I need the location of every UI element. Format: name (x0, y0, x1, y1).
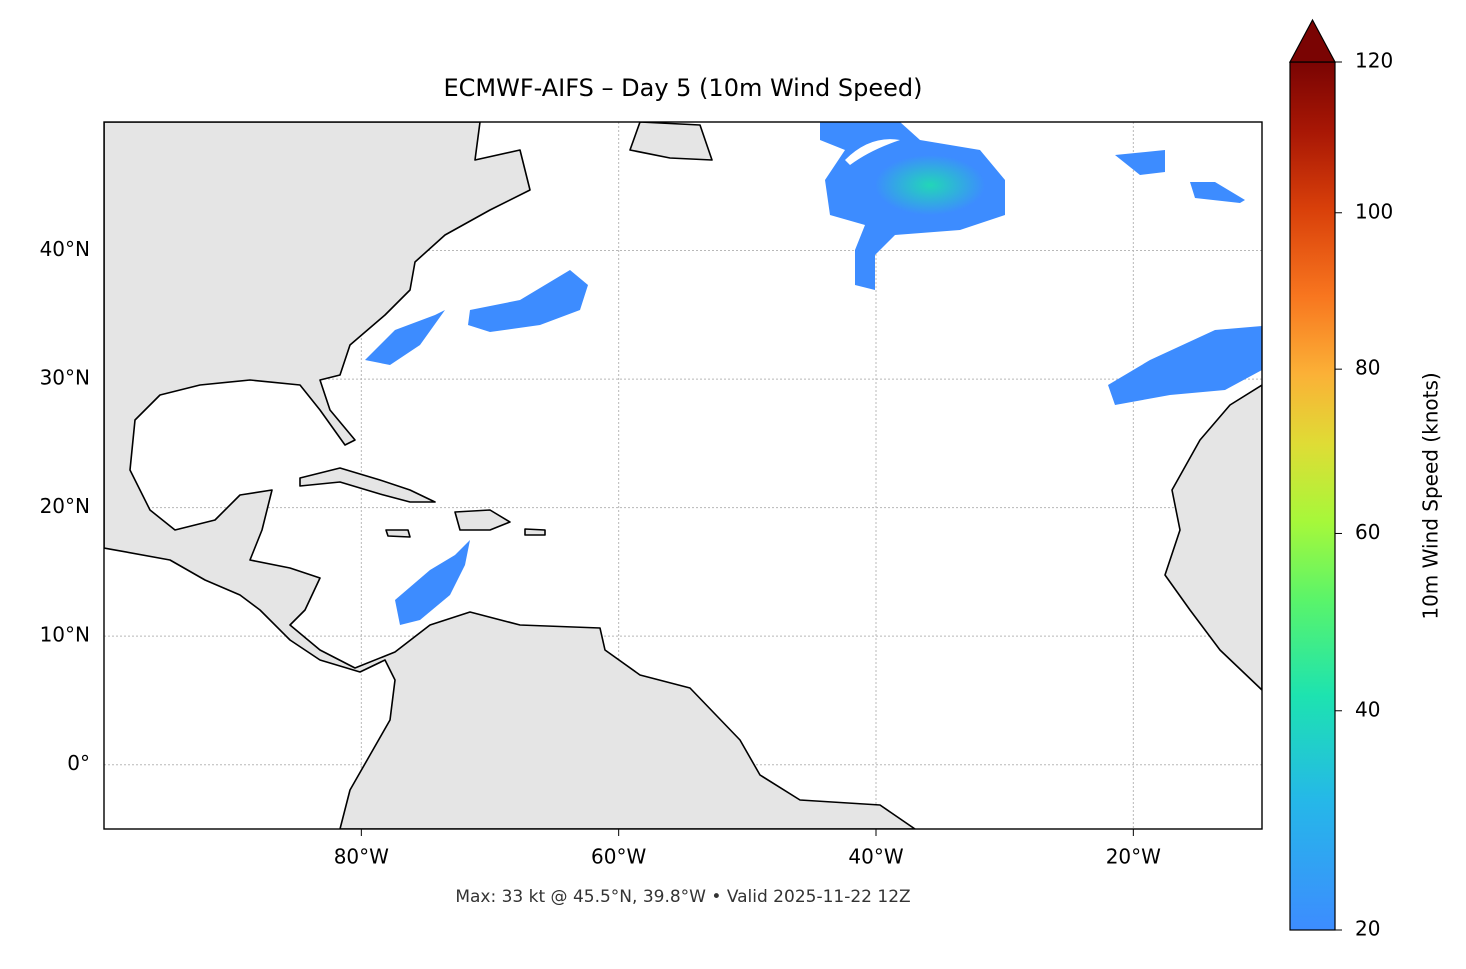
colorbar-tick-label: 80 (1355, 356, 1380, 380)
jamaica (385, 529, 411, 538)
x-tick-label: 60°W (591, 845, 646, 869)
y-tick-label: 20°N (40, 494, 90, 518)
x-tick-label: 40°W (848, 845, 903, 869)
colorbar-tick-label: 60 (1355, 520, 1380, 544)
colorbar-tick-label: 100 (1355, 199, 1393, 223)
hispaniola (454, 509, 511, 531)
map-frame (103, 121, 1263, 830)
y-tick-label: 30°N (40, 366, 90, 390)
colorbar-tick-label: 120 (1355, 49, 1393, 73)
colorbar-ramp (1289, 61, 1336, 931)
colorbar: 20 40 60 80 100 120 (1288, 18, 1393, 941)
x-tick-label: 20°W (1106, 845, 1161, 869)
canada-east (629, 122, 713, 161)
y-tick-label: 0° (67, 751, 90, 775)
y-tick-label: 40°N (40, 237, 90, 261)
map (104, 122, 1262, 829)
y-tick-label: 10°N (40, 623, 90, 647)
africa (1164, 384, 1262, 691)
colorbar-label: 10m Wind Speed (knots) (1419, 372, 1443, 619)
map-axes: 80°W 60°W 40°W 20°W 0° 10°N 20°N 30°N 40°N (40, 237, 1162, 868)
footer: Max: 33 kt @ 45.5°N, 39.8°W • Valid 2025… (455, 887, 910, 907)
colorbar-tick-label: 40 (1355, 697, 1380, 721)
x-tick-label: 80°W (334, 845, 389, 869)
title: ECMWF-AIFS – Day 5 (10m Wind Speed) (443, 74, 922, 102)
colorbar-tick-label: 20 (1355, 917, 1380, 941)
puerto-rico (524, 528, 546, 536)
cuba (299, 467, 436, 503)
colorbar-extend (1288, 18, 1337, 63)
americas (104, 122, 916, 829)
wind-areas (365, 122, 1262, 625)
